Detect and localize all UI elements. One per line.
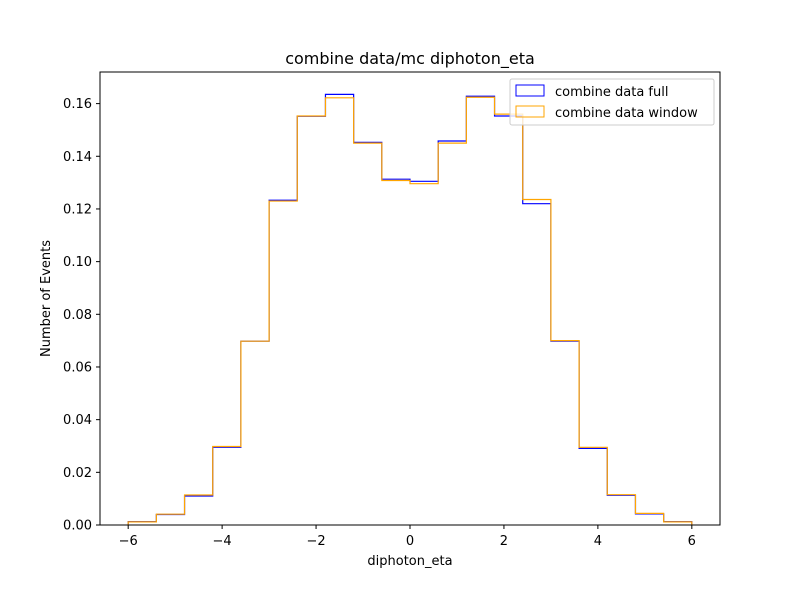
x-tick-label: 0 — [406, 534, 414, 549]
y-tick-label: 0.04 — [63, 413, 92, 428]
plot-frame — [99, 71, 721, 526]
y-tick-label: 0.06 — [63, 360, 92, 375]
y-tick-label: 0.02 — [63, 466, 92, 481]
y-tick-label: 0.14 — [63, 150, 92, 165]
legend-label-full: combine data full — [555, 85, 668, 100]
x-tick-label: −4 — [213, 534, 232, 549]
series-line-window — [127, 96, 693, 525]
x-axis-title: diphoton_eta — [367, 554, 452, 569]
y-axis-title: Number of Events — [39, 240, 54, 357]
chart-title: combine data/mc diphoton_eta — [285, 49, 535, 69]
series-layer — [127, 93, 693, 525]
x-tick-label: −2 — [306, 534, 325, 549]
y-tick-label: 0.08 — [63, 308, 92, 323]
legend-swatch-full — [515, 84, 545, 97]
x-tick-label: 4 — [594, 534, 602, 549]
legend: combine data full combine data window — [509, 78, 715, 126]
y-tick-label: 0.16 — [63, 97, 92, 112]
y-tick-label: 0.10 — [63, 255, 92, 270]
x-tick-label: −6 — [119, 534, 138, 549]
x-tick-label: 2 — [500, 534, 508, 549]
legend-swatch-window — [515, 105, 545, 118]
y-tick-label: 0.00 — [63, 519, 92, 534]
axis-ticks: −6 −4 −2 0 2 4 6 0.00 0.02 0.04 0.06 0.08 0.10 0.12 0.… — [63, 97, 696, 549]
x-tick-label: 6 — [688, 534, 696, 549]
y-tick-label: 0.12 — [63, 202, 92, 217]
legend-label-window: combine data window — [555, 106, 698, 121]
legend-frame — [509, 78, 715, 126]
